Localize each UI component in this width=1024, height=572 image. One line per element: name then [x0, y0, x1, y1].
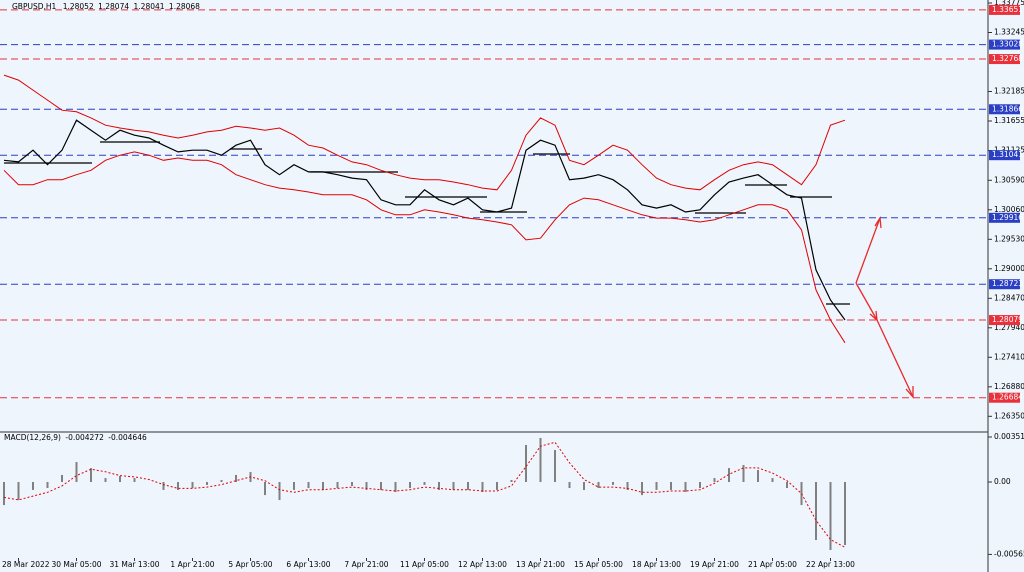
- level-label: 1.28079: [992, 315, 1023, 324]
- chart-header: GBPUSD,H1 1.28052 1.28074 1.28041 1.2806…: [12, 2, 200, 11]
- level-label-box: [989, 54, 1020, 65]
- macd-value: -0.004272: [65, 433, 104, 442]
- y-tick-label: -0.005654: [994, 549, 1024, 558]
- y-tick-label: 1.29000: [994, 264, 1024, 273]
- y-tick-label: 1.32185: [994, 87, 1024, 96]
- x-tick-label: 19 Apr 21:00: [690, 560, 739, 569]
- x-tick-label: 7 Apr 21:00: [344, 560, 388, 569]
- forecast-arrows: [855, 216, 914, 399]
- x-tick-label: 30 Mar 05:00: [51, 560, 101, 569]
- level-label: 1.28723: [992, 279, 1023, 288]
- level-label: 1.31866: [992, 104, 1023, 113]
- y-tick-label: 1.33245: [994, 28, 1024, 37]
- x-tick-label: 31 Mar 13:00: [109, 560, 159, 569]
- signal-line: [3, 441, 846, 548]
- level-label-box: [989, 104, 1020, 115]
- level-label-box: [989, 212, 1020, 223]
- level-label: 1.33028: [992, 40, 1023, 49]
- x-tick-label: 12 Apr 13:00: [458, 560, 507, 569]
- level-label: 1.33651: [992, 5, 1023, 14]
- level-label-box: [989, 279, 1020, 290]
- y-tick-label: 0.003515: [994, 432, 1024, 441]
- price-line: [3, 74, 846, 191]
- price-line: [3, 151, 846, 344]
- x-tick-label: 21 Apr 05:00: [748, 560, 797, 569]
- level-label: 1.29916: [992, 213, 1023, 222]
- y-tick-label: 1.29530: [994, 234, 1024, 243]
- low: 1.28041: [134, 2, 165, 11]
- y-tick-label: 1.31125: [994, 146, 1024, 155]
- y-tick-label: 1.26880: [994, 382, 1024, 391]
- x-tick-label: 15 Apr 05:00: [574, 560, 623, 569]
- x-tick-label: 6 Apr 13:00: [286, 560, 330, 569]
- x-tick-label: 28 Mar 2022: [2, 560, 50, 569]
- signal-value: -0.004646: [108, 433, 147, 442]
- y-tick-label: 1.27410: [994, 352, 1024, 361]
- x-tick-label: 1 Apr 21:00: [170, 560, 214, 569]
- y-tick-label: 1.28470: [994, 293, 1024, 302]
- price-line: [3, 119, 846, 321]
- level-label-box: [989, 315, 1020, 326]
- x-tick-label: 5 Apr 05:00: [228, 560, 272, 569]
- symbol: GBPUSD,H1: [12, 2, 57, 11]
- close: 1.28068: [169, 2, 200, 11]
- y-tick-label: 1.26350: [994, 411, 1024, 420]
- y-tick-label: 0.00: [994, 477, 1011, 486]
- y-tick-label: 1.33775: [994, 0, 1024, 7]
- level-label-box: [989, 39, 1020, 50]
- level-label: 1.26684: [992, 393, 1023, 402]
- x-tick-label: 11 Apr 05:00: [400, 560, 449, 569]
- level-label: 1.32768: [992, 54, 1023, 63]
- y-tick-label: 1.30060: [994, 205, 1024, 214]
- y-tick-label: 1.31655: [994, 116, 1024, 125]
- level-label-box: [989, 392, 1020, 403]
- level-label-box: [989, 150, 1020, 161]
- x-tick-label: 22 Apr 13:00: [806, 560, 855, 569]
- indicator-header: MACD(12,26,9) -0.004272 -0.004646: [4, 433, 147, 442]
- x-tick-label: 18 Apr 13:00: [632, 560, 681, 569]
- open: 1.28052: [63, 2, 94, 11]
- y-tick-label: 1.30590: [994, 175, 1024, 184]
- x-tick-label: 13 Apr 21:00: [516, 560, 565, 569]
- high: 1.28074: [98, 2, 129, 11]
- level-label: 1.31041: [992, 150, 1023, 159]
- level-label-box: [989, 4, 1020, 15]
- y-tick-label: 1.27940: [994, 323, 1024, 332]
- indicator-name: MACD(12,26,9): [4, 433, 61, 442]
